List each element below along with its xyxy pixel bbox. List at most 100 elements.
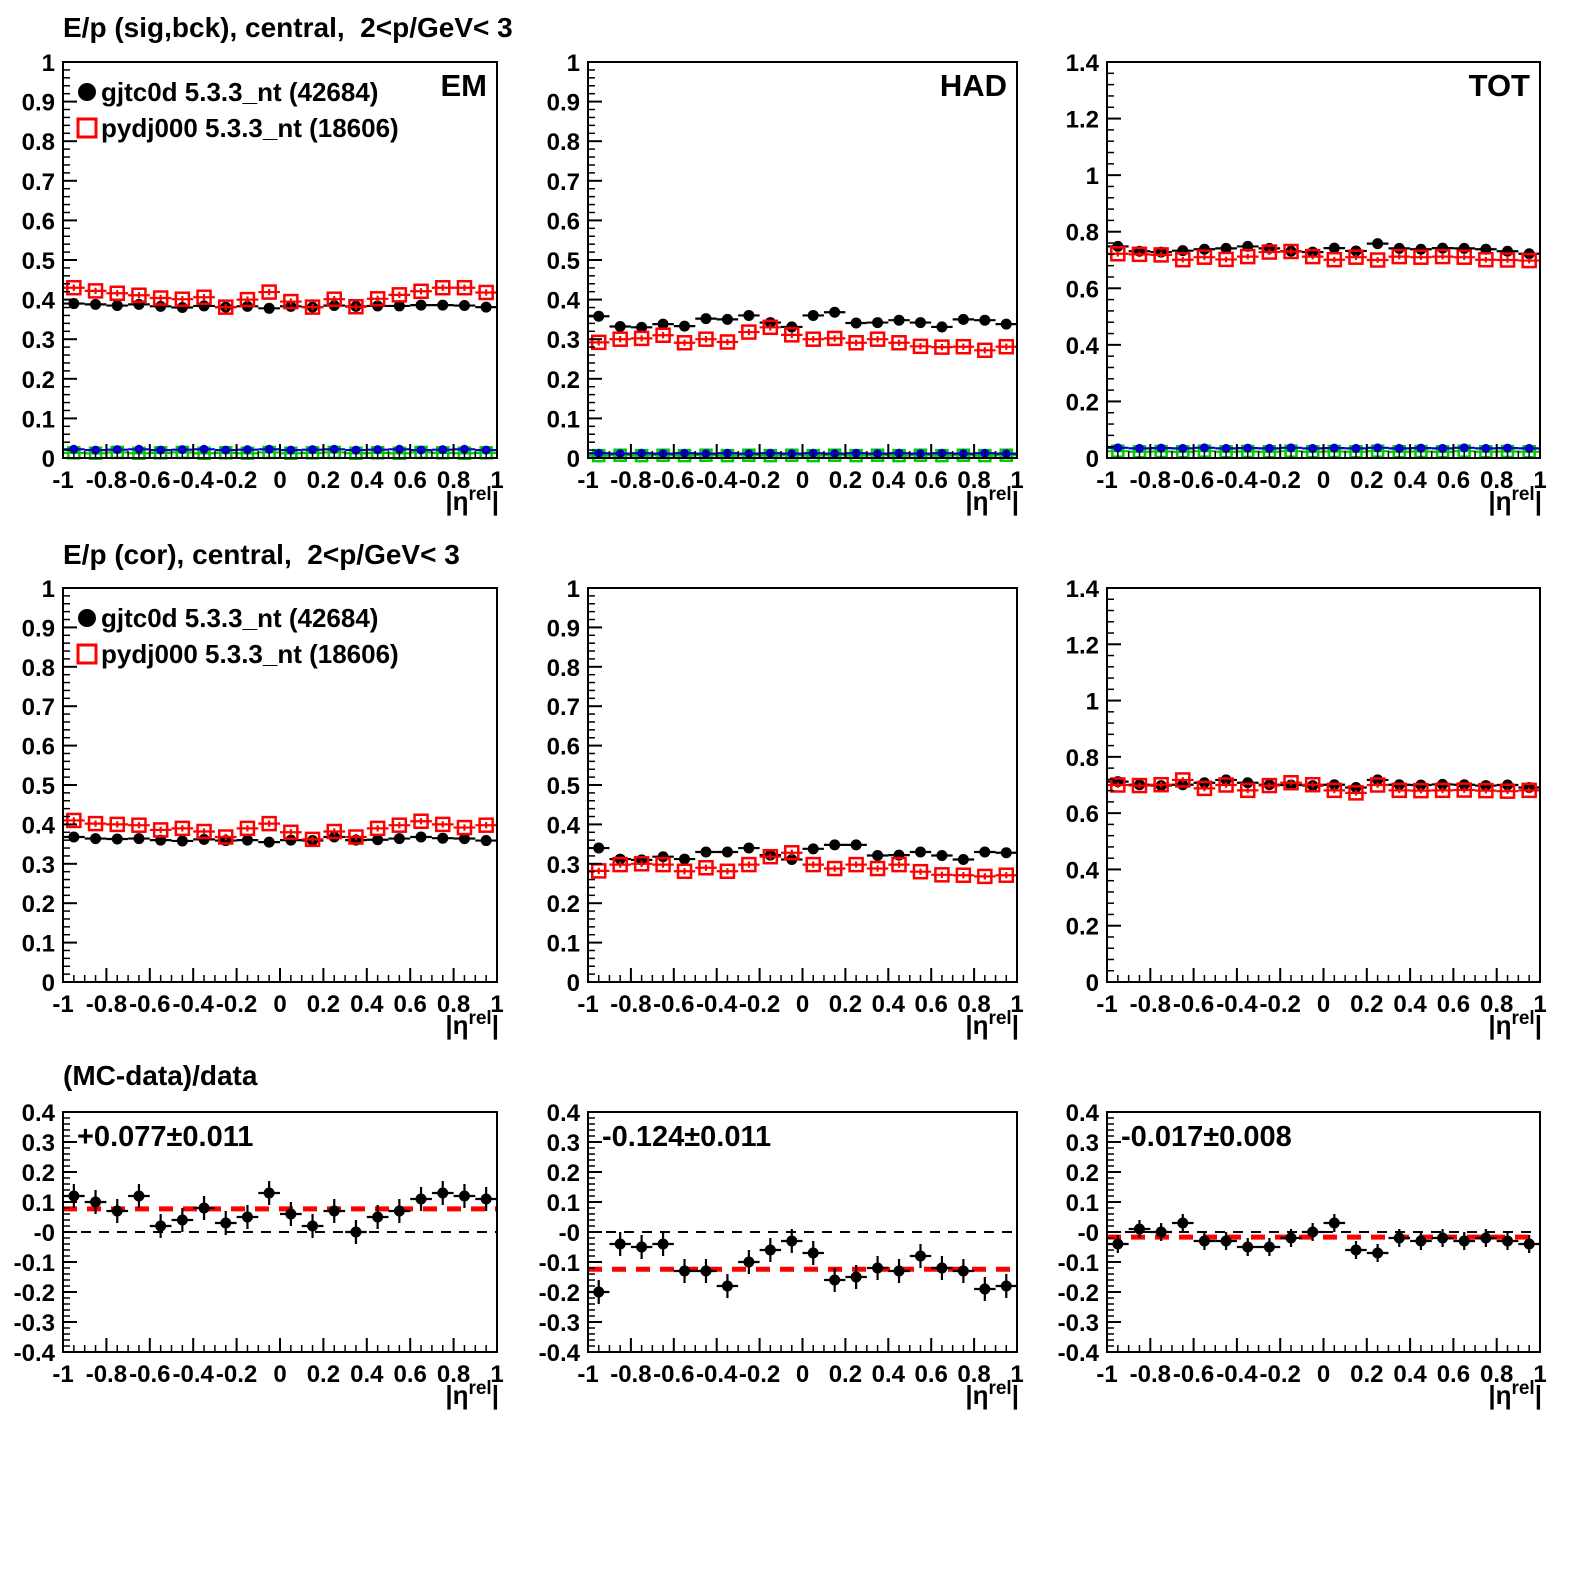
row2-title: E/p (cor), central, 2<p/GeV< 3 [63, 539, 460, 570]
svg-text:0.6: 0.6 [915, 991, 948, 1018]
svg-text:0: 0 [1317, 467, 1330, 494]
svg-text:0.4: 0.4 [1393, 1361, 1427, 1388]
svg-text:-0.4: -0.4 [696, 991, 738, 1018]
x-axis-title: |ηrel| [1488, 1378, 1542, 1410]
svg-text:0.4: 0.4 [1393, 991, 1427, 1018]
svg-text:-0.8: -0.8 [610, 467, 651, 494]
svg-text:0.8: 0.8 [1066, 745, 1099, 772]
svg-text:0.9: 0.9 [22, 90, 55, 117]
svg-text:0.9: 0.9 [547, 615, 580, 642]
legend-open-square-marker [76, 643, 98, 665]
panel-ratio-tot: -1 -0.8 -0.6 -0.4 -0.2 0 0.2 0.4 0.6 0.8 1-0.4-0.3… [1058, 1100, 1547, 1410]
svg-text:-0.2: -0.2 [1260, 991, 1301, 1018]
svg-text:0.6: 0.6 [915, 467, 948, 494]
svg-text:-0.4: -0.4 [1216, 991, 1258, 1018]
svg-text:-0.1: -0.1 [1058, 1250, 1099, 1277]
svg-text:-0.6: -0.6 [129, 991, 170, 1018]
svg-text:-0.6: -0.6 [1173, 991, 1214, 1018]
svg-text:0.8: 0.8 [437, 1361, 470, 1388]
x-axis-title: |ηrel| [1488, 484, 1542, 516]
svg-text:0.3: 0.3 [547, 852, 580, 879]
panel-corner-label: EM [441, 68, 488, 103]
legend-open-square-marker [76, 117, 98, 139]
svg-text:0.8: 0.8 [22, 655, 55, 682]
svg-text:0.4: 0.4 [350, 467, 384, 494]
svg-text:0.4: 0.4 [872, 1361, 906, 1388]
svg-text:0.6: 0.6 [547, 734, 580, 761]
legend-filled-circle-marker [78, 83, 96, 101]
svg-text:0.6: 0.6 [1066, 276, 1099, 303]
svg-text:-0: -0 [34, 1220, 55, 1247]
svg-text:1: 1 [1010, 1361, 1023, 1388]
svg-text:1: 1 [490, 991, 503, 1018]
panel-sigbck-had: -1 -0.8 -0.6 -0.4 -0.2 0 0.2 0.4 0.6 0.8 1 0 0.1 0.2 0… [547, 50, 1024, 516]
svg-text:-0.6: -0.6 [1173, 1361, 1214, 1388]
svg-text:0: 0 [567, 970, 580, 997]
fit-value-label: +0.077±0.011 [77, 1121, 253, 1153]
svg-text:0.3: 0.3 [22, 852, 55, 879]
x-axis-title: |ηrel| [965, 1008, 1019, 1040]
svg-text:0.7: 0.7 [22, 694, 55, 721]
legend-entry-label: pydj000 5.3.3_nt (18606) [101, 639, 399, 669]
svg-text:-0.4: -0.4 [1058, 1340, 1100, 1367]
svg-text:-0.2: -0.2 [539, 1280, 580, 1307]
panel-corner-label: TOT [1469, 68, 1530, 103]
svg-text:-0.2: -0.2 [1058, 1280, 1099, 1307]
svg-text:-0.4: -0.4 [1216, 1361, 1258, 1388]
svg-text:0.8: 0.8 [957, 991, 990, 1018]
panel-sigbck-tot: -1 -0.8 -0.6 -0.4 -0.2 0 0.2 0.4 0.6 0.8 1 0 0.2 0.4 0… [1066, 50, 1547, 516]
svg-text:-0.8: -0.8 [1130, 991, 1171, 1018]
svg-text:1: 1 [1010, 467, 1023, 494]
svg-text:-0.2: -0.2 [739, 1361, 780, 1388]
svg-text:-0.2: -0.2 [739, 467, 780, 494]
svg-text:0.6: 0.6 [394, 1361, 427, 1388]
svg-text:-0.6: -0.6 [129, 1361, 170, 1388]
svg-text:0.5: 0.5 [547, 248, 580, 275]
svg-text:0.2: 0.2 [1066, 914, 1099, 941]
series-mc [1107, 243, 1540, 269]
svg-text:1: 1 [1533, 1361, 1546, 1388]
svg-text:0.1: 0.1 [22, 1190, 55, 1217]
panel-ratio-had: -1 -0.8 -0.6 -0.4 -0.2 0 0.2 0.4 0.6 0.8 1-0.4-0.3… [539, 1100, 1024, 1410]
fit-value-label: -0.017±0.008 [1121, 1121, 1292, 1153]
svg-text:1: 1 [1086, 163, 1099, 190]
svg-text:1: 1 [42, 50, 55, 77]
svg-text:-1: -1 [577, 467, 598, 494]
svg-text:-0.2: -0.2 [216, 991, 257, 1018]
svg-text:-0.4: -0.4 [1216, 467, 1258, 494]
svg-text:0.7: 0.7 [547, 694, 580, 721]
svg-text:0.6: 0.6 [915, 1361, 948, 1388]
series-mc [588, 319, 1017, 359]
series-ratio [588, 1229, 1017, 1304]
svg-text:0.2: 0.2 [829, 467, 862, 494]
svg-text:-1: -1 [52, 1361, 73, 1388]
svg-text:0: 0 [273, 991, 286, 1018]
svg-text:0.8: 0.8 [1480, 1361, 1513, 1388]
svg-text:0.6: 0.6 [1437, 991, 1470, 1018]
svg-text:-0.2: -0.2 [739, 991, 780, 1018]
svg-text:0.4: 0.4 [22, 1100, 56, 1127]
svg-text:0.9: 0.9 [22, 615, 55, 642]
x-axis-title: |ηrel| [445, 484, 499, 516]
svg-text:-1: -1 [577, 991, 598, 1018]
svg-text:-0.4: -0.4 [696, 467, 738, 494]
svg-text:-0.2: -0.2 [14, 1280, 55, 1307]
svg-text:0.1: 0.1 [547, 931, 580, 958]
svg-text:0.2: 0.2 [307, 1361, 340, 1388]
svg-text:0.6: 0.6 [547, 208, 580, 235]
svg-text:0.8: 0.8 [547, 655, 580, 682]
series-ratio [1107, 1214, 1540, 1262]
series-mc [63, 812, 497, 848]
x-axis-title: |ηrel| [965, 484, 1019, 516]
svg-text:0.2: 0.2 [22, 1160, 55, 1187]
svg-text:-0.2: -0.2 [216, 1361, 257, 1388]
svg-text:0.1: 0.1 [547, 406, 580, 433]
svg-text:0.4: 0.4 [350, 991, 384, 1018]
svg-text:0.8: 0.8 [437, 467, 470, 494]
svg-text:0: 0 [1317, 1361, 1330, 1388]
panel-corner-label: HAD [940, 68, 1007, 103]
svg-text:0: 0 [796, 1361, 809, 1388]
svg-text:0.4: 0.4 [547, 812, 581, 839]
svg-text:0.2: 0.2 [547, 367, 580, 394]
panel-ratio-em: -1 -0.8 -0.6 -0.4 -0.2 0 0.2 0.4 0.6 0.8 1-0.4-0.3… [14, 1100, 504, 1410]
